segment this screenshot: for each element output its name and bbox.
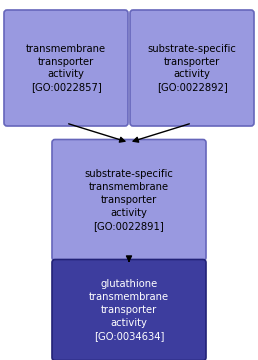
Text: glutathione
transmembrane
transporter
activity
[GO:0034634]: glutathione transmembrane transporter ac… [89, 279, 169, 341]
Text: transmembrane
transporter
activity
[GO:0022857]: transmembrane transporter activity [GO:0… [26, 44, 106, 92]
Text: substrate-specific
transmembrane
transporter
activity
[GO:0022891]: substrate-specific transmembrane transpo… [85, 170, 173, 231]
FancyBboxPatch shape [4, 10, 128, 126]
FancyBboxPatch shape [52, 139, 206, 261]
Text: substrate-specific
transporter
activity
[GO:0022892]: substrate-specific transporter activity … [148, 44, 236, 92]
FancyBboxPatch shape [52, 260, 206, 360]
FancyBboxPatch shape [130, 10, 254, 126]
